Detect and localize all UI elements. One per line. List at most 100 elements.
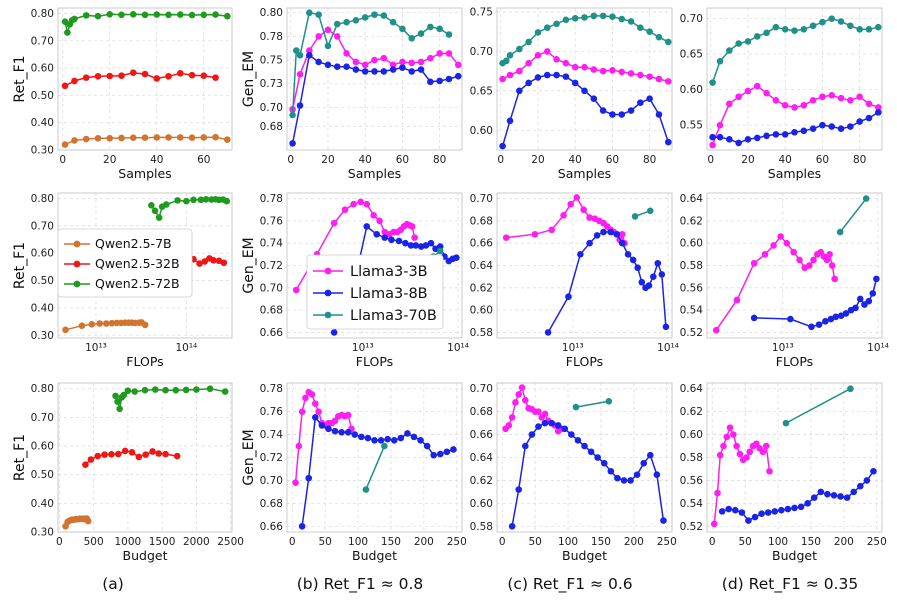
data-point — [363, 223, 371, 230]
chart-a1: 0.30 0.40 0.50 0.60 0.70 0.80 0 20 40 60 Samples Re… — [12, 7, 233, 181]
data-point — [646, 207, 654, 215]
data-point — [298, 522, 306, 530]
data-point — [809, 97, 817, 104]
data-point — [744, 38, 752, 45]
data-point — [71, 77, 78, 85]
data-point — [388, 236, 395, 244]
x-tick-label: 80 — [853, 154, 866, 166]
data-point — [397, 434, 405, 442]
data-point — [165, 11, 172, 19]
data-point — [404, 430, 411, 437]
x-tick-label: 60 — [606, 154, 619, 166]
legend-label-qwen-32b: Qwen2.5-32B — [95, 256, 180, 271]
y-tick-label: 0.76 — [260, 215, 284, 227]
data-point — [351, 431, 359, 438]
data-point — [407, 242, 415, 249]
data-point — [94, 452, 102, 460]
data-point — [837, 18, 845, 25]
chart-a3: 0.30 0.40 0.50 0.60 0.70 0.80 0 500 1000 1500 2000… — [12, 382, 244, 563]
data-point — [824, 490, 831, 498]
data-point — [716, 451, 724, 459]
y-tick-label: 0.80 — [260, 7, 283, 19]
data-point — [212, 11, 219, 18]
data-point — [763, 89, 770, 97]
y-tick-label: 0.65 — [470, 85, 493, 97]
x-tick-label: 250 — [867, 536, 887, 548]
data-point — [865, 114, 873, 122]
y-tick-label: 0.68 — [260, 305, 283, 317]
data-point — [525, 79, 532, 87]
x-tick-label: 10¹⁴ — [657, 342, 679, 354]
y-tick-label: 0.50 — [31, 275, 54, 287]
x-tick-label: 20 — [531, 154, 544, 166]
data-point — [82, 74, 90, 81]
data-point — [581, 442, 588, 450]
legend-entry-llama-8b: Llama3-8B — [313, 286, 428, 302]
y-tick-label: 0.62 — [680, 406, 703, 418]
data-point — [534, 29, 542, 36]
data-point — [129, 134, 137, 142]
data-point — [361, 61, 369, 69]
series-llama3-70b — [362, 442, 388, 493]
data-point — [87, 456, 95, 463]
data-point — [577, 251, 584, 258]
data-point — [800, 101, 808, 109]
series-llama3-8b — [298, 414, 457, 530]
data-point — [371, 11, 378, 18]
y-tick-label: 0.60 — [470, 305, 493, 317]
data-point — [554, 422, 562, 429]
plot-frame — [57, 7, 233, 151]
data-point — [499, 75, 506, 83]
x-tick-label: 10¹⁴ — [175, 342, 197, 354]
x-tick-label: 40 — [359, 154, 372, 166]
data-point — [826, 251, 833, 258]
data-point — [758, 510, 765, 517]
data-point — [605, 398, 613, 405]
data-point — [568, 431, 575, 438]
data-point — [562, 16, 570, 24]
data-point — [102, 320, 110, 327]
series-llama3-8b — [750, 275, 880, 331]
data-point — [521, 396, 529, 404]
data-point — [627, 70, 635, 77]
y-tick-label: 0.70 — [260, 282, 283, 294]
x-axis-label: Budget — [352, 548, 397, 563]
data-point — [408, 59, 416, 67]
data-point — [410, 433, 418, 441]
data-point — [200, 134, 208, 141]
data-point — [743, 454, 750, 461]
data-point — [874, 104, 882, 111]
data-point — [381, 442, 388, 450]
series-qwen2-5-72b — [112, 385, 229, 413]
x-tick-label: 80 — [643, 154, 656, 166]
data-point — [399, 64, 406, 71]
data-point — [399, 58, 406, 66]
y-tick-label: 0.73 — [260, 78, 283, 90]
data-point — [417, 66, 425, 73]
x-tick-label: 0 — [707, 154, 714, 166]
data-point — [408, 34, 416, 42]
y-tick-label: 0.72 — [260, 452, 283, 464]
data-point — [819, 121, 826, 129]
data-point — [653, 471, 661, 478]
data-point — [417, 30, 425, 37]
data-point — [422, 242, 430, 249]
series-line — [365, 445, 386, 490]
x-axis-label: Samples — [768, 166, 821, 181]
data-point — [869, 290, 877, 297]
data-point — [764, 509, 772, 516]
data-point — [453, 254, 460, 261]
x-tick-label: 0 — [709, 536, 716, 548]
caption-c: (c) Ret_F1 ≈ 0.6 — [507, 575, 632, 594]
x-tick-label: 40 — [150, 154, 163, 166]
data-point — [344, 428, 352, 436]
data-point — [343, 63, 350, 70]
data-point — [746, 448, 754, 456]
data-point — [183, 197, 190, 205]
data-point — [153, 11, 161, 18]
data-point — [770, 242, 777, 249]
data-point — [108, 451, 115, 458]
data-point — [809, 22, 817, 30]
data-point — [856, 482, 864, 490]
data-point — [296, 102, 304, 109]
